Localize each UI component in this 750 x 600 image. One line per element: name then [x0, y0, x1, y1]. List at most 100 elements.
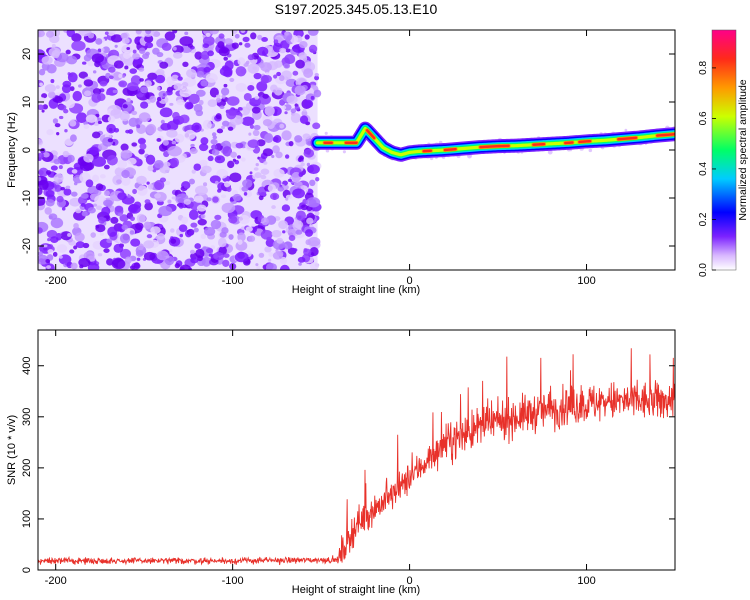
noise-blob — [69, 249, 75, 254]
noise-blob — [268, 251, 274, 257]
noise-blob — [300, 204, 308, 211]
snr-y-tick-label: 0 — [21, 567, 33, 573]
spectrogram-y-tick-label: -20 — [21, 238, 33, 254]
noise-blob — [264, 132, 274, 144]
noise-blob — [129, 230, 135, 235]
noise-blob — [279, 256, 288, 265]
noise-blob — [203, 66, 211, 73]
noise-blob — [121, 169, 130, 179]
noise-blob — [123, 51, 131, 59]
noise-blob — [122, 104, 128, 109]
noise-blob — [247, 139, 260, 148]
noise-blob — [205, 73, 218, 83]
noise-blob — [232, 193, 242, 202]
noise-blob — [51, 44, 56, 48]
noise-blob — [65, 185, 71, 190]
noise-blob — [45, 170, 52, 175]
noise-blob — [220, 87, 230, 96]
snr-x-ticks: -200 -100 0 100 — [45, 330, 596, 587]
noise-blob — [94, 60, 101, 68]
noise-blob — [178, 203, 184, 209]
noise-blob — [161, 42, 172, 51]
noise-blob — [41, 93, 48, 99]
colorbar-ticks: 0.0 0.2 0.4 0.6 0.8 — [698, 61, 716, 277]
noise-blob — [294, 105, 300, 110]
noise-blob — [136, 213, 146, 224]
noise-blob — [292, 220, 304, 231]
noise-blob — [71, 40, 86, 52]
noise-blob — [243, 192, 248, 196]
noise-blob — [120, 149, 133, 159]
noise-blob — [54, 96, 64, 104]
noise-blob — [302, 133, 311, 140]
snr-y-tick-label: 300 — [21, 408, 33, 426]
noise-blob — [255, 163, 259, 167]
noise-blob — [52, 118, 59, 124]
noise-blob — [50, 78, 55, 84]
noise-blob — [136, 257, 141, 262]
noise-blob — [53, 158, 61, 165]
noise-blob — [65, 49, 71, 55]
noise-blob — [90, 232, 96, 238]
ridge-halo-dot — [342, 150, 346, 154]
noise-blob — [247, 63, 260, 74]
noise-blob — [94, 195, 106, 206]
noise-blob — [215, 94, 221, 99]
snr-series-line — [38, 348, 675, 566]
noise-blob — [137, 243, 144, 251]
noise-blob — [104, 31, 109, 35]
noise-blob — [38, 176, 42, 182]
noise-blob — [304, 229, 314, 237]
noise-blob — [106, 30, 116, 37]
noise-blob — [43, 247, 48, 251]
noise-blob — [271, 155, 275, 159]
noise-blob — [214, 214, 222, 221]
noise-blob — [54, 123, 61, 128]
noise-blob — [253, 124, 261, 131]
noise-blob — [103, 248, 110, 253]
noise-blob — [218, 33, 225, 39]
noise-blob — [112, 89, 118, 94]
noise-blob — [172, 111, 180, 120]
noise-blob — [139, 78, 144, 82]
noise-blob — [124, 256, 132, 264]
noise-blob — [187, 43, 194, 48]
noise-blob — [78, 257, 91, 268]
noise-blob — [207, 50, 214, 57]
noise-blob — [195, 248, 205, 259]
noise-blob — [127, 157, 137, 165]
noise-blob — [258, 195, 264, 201]
noise-blob — [137, 185, 148, 196]
noise-blob — [294, 135, 303, 143]
noise-blob — [159, 61, 169, 69]
noise-blob — [257, 34, 263, 40]
noise-blob — [283, 241, 293, 250]
noise-blob — [67, 233, 72, 237]
noise-blob — [121, 74, 126, 78]
noise-blob — [69, 197, 81, 207]
noise-blob — [91, 131, 101, 139]
noise-blob — [314, 210, 320, 216]
noise-blob — [92, 203, 98, 207]
noise-blob — [119, 214, 129, 222]
noise-blob — [262, 119, 273, 127]
noise-blob — [55, 233, 62, 238]
noise-blob — [302, 108, 307, 112]
noise-blob — [38, 152, 45, 159]
noise-blob — [92, 70, 97, 74]
noise-blob — [221, 120, 230, 127]
noise-blob — [297, 30, 303, 36]
noise-blob — [172, 51, 183, 59]
noise-blob — [299, 115, 309, 124]
noise-blob — [61, 84, 72, 94]
noise-blob — [238, 214, 250, 225]
noise-blob — [171, 74, 179, 82]
noise-blob — [69, 134, 77, 142]
noise-blob — [143, 240, 155, 249]
noise-blob — [300, 162, 305, 167]
snr-y-tick-label: 400 — [21, 357, 33, 375]
noise-blob — [234, 252, 249, 263]
noise-blob — [144, 80, 152, 87]
noise-blob — [155, 74, 166, 84]
noise-blob — [269, 192, 280, 200]
